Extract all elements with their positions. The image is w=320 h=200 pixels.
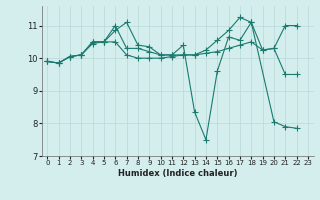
X-axis label: Humidex (Indice chaleur): Humidex (Indice chaleur) (118, 169, 237, 178)
